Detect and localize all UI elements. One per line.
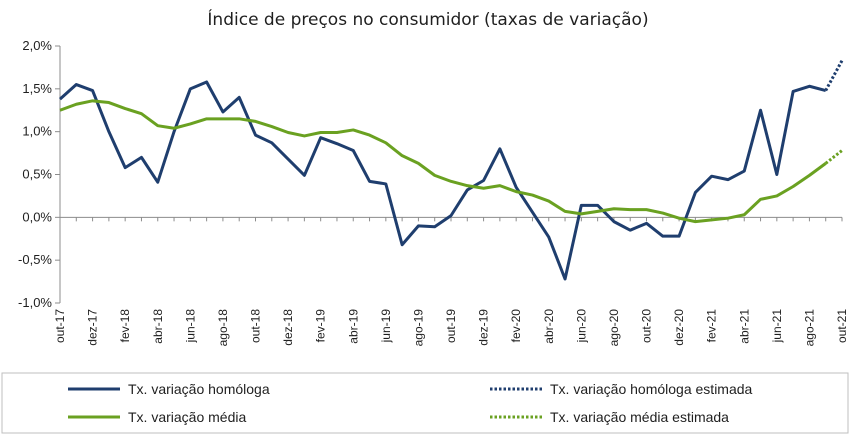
legend-box: [1, 372, 849, 434]
x-tick-label: dez-19: [477, 309, 491, 346]
y-tick-label: -1,0%: [18, 295, 52, 310]
x-tick-label: jun-18: [183, 309, 197, 344]
x-tick-label: dez-17: [86, 309, 100, 346]
x-tick-label: dez-18: [281, 309, 295, 346]
x-tick-label: out-20: [640, 309, 654, 343]
x-tick-label: out-17: [53, 309, 67, 343]
x-tick-label: ago-21: [802, 309, 816, 347]
legend-label-3: Tx. variação média estimada: [550, 409, 729, 425]
x-tick-label: jun-21: [770, 309, 784, 344]
x-tick-label: fev-20: [509, 309, 523, 343]
x-tick-label: fev-18: [118, 309, 132, 343]
legend: Tx. variação homóloga Tx. variação homólo…: [1, 372, 849, 434]
legend-label-2: Tx. variação média: [128, 409, 246, 425]
x-tick-label: fev-19: [314, 309, 328, 343]
x-tick-label: out-21: [835, 309, 849, 343]
x-tick-label: dez-20: [672, 309, 686, 346]
legend-label-1: Tx. variação homóloga estimada: [550, 381, 753, 397]
series-line-3: [824, 149, 843, 165]
x-tick-label: abr-18: [151, 309, 165, 344]
y-tick-label: 0,5%: [22, 167, 52, 182]
x-tick-label: out-18: [249, 309, 263, 343]
x-tick-label: fev-21: [705, 309, 719, 343]
series-line-0: [59, 80, 827, 281]
x-tick-label: abr-19: [346, 309, 360, 344]
x-tick-label: abr-20: [542, 309, 556, 344]
series-line-2: [59, 99, 827, 224]
legend-label-0: Tx. variação homóloga: [128, 381, 270, 397]
x-tick-label: ago-20: [607, 309, 621, 347]
x-tick-label: jun-20: [574, 309, 588, 344]
x-tick-label: out-19: [444, 309, 458, 343]
chart-title: Índice de preços no consumidor (taxas de…: [207, 8, 648, 30]
y-tick-label: 0,0%: [22, 209, 52, 224]
y-tick-label: -0,5%: [18, 252, 52, 267]
series-line-1: [824, 59, 844, 92]
y-tick-label: 1,0%: [22, 124, 52, 139]
x-tick-label: jun-19: [379, 309, 393, 344]
x-tick-label: ago-19: [411, 309, 425, 347]
y-tick-label: 1,5%: [22, 81, 52, 96]
y-tick-label: 2,0%: [22, 38, 52, 53]
plot-area: 2,0% 1,5% 1,0% 0,5% 0,0% -0,5% -1,0%out-17 dez-…: [18, 38, 849, 346]
x-tick-label: ago-18: [216, 309, 230, 347]
x-tick-label: abr-21: [737, 309, 751, 344]
